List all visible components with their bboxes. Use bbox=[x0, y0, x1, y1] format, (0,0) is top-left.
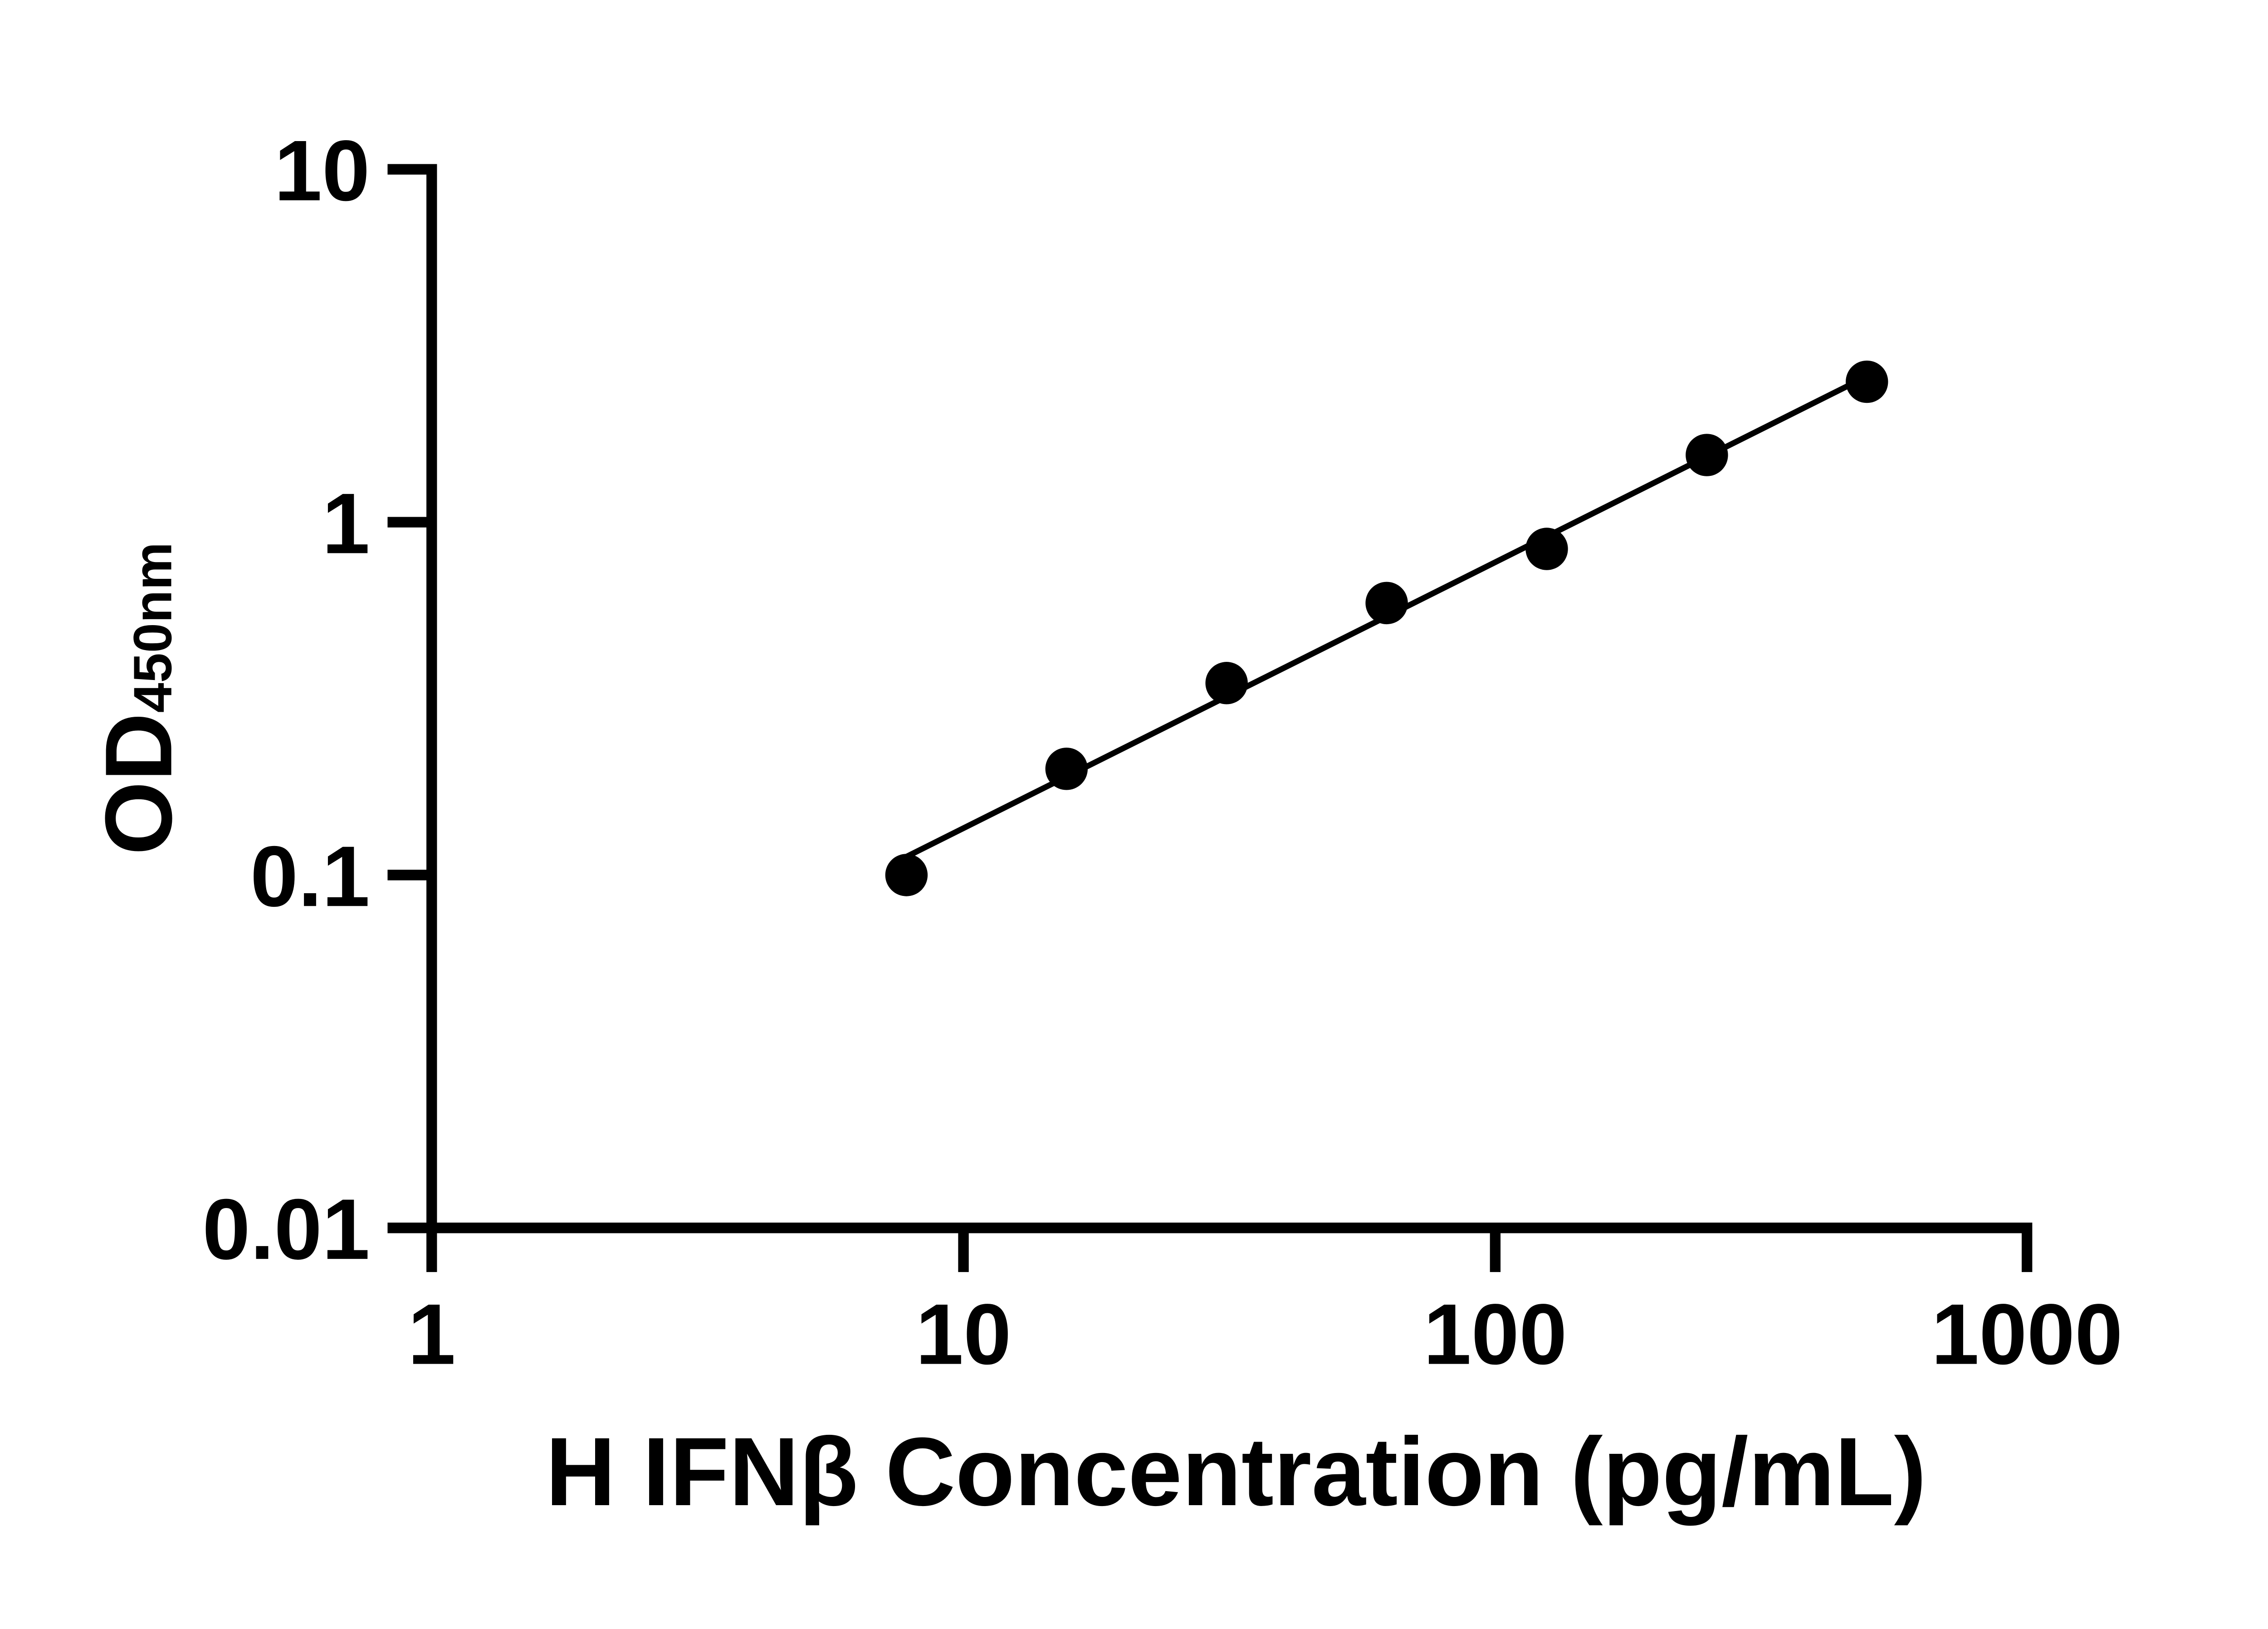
data-point bbox=[1365, 582, 1408, 625]
data-point bbox=[1045, 748, 1088, 790]
y-tick-label: 1 bbox=[322, 475, 370, 572]
chart-background bbox=[0, 22, 2268, 1607]
data-point bbox=[1205, 662, 1248, 704]
x-tick-label: 1 bbox=[408, 1287, 456, 1383]
x-axis-title: H IFNβ Concentration (pg/mL) bbox=[546, 1418, 1926, 1526]
y-axis-title-sub: 450nm bbox=[123, 542, 183, 713]
data-point bbox=[1525, 528, 1568, 570]
standard-curve-series bbox=[885, 360, 1888, 896]
data-point bbox=[1846, 360, 1888, 403]
data-point bbox=[1686, 434, 1728, 476]
y-axis-title: OD450nm bbox=[86, 542, 192, 855]
tick-labels: 10 1 0.1 0.01 1 10 100 1000 bbox=[202, 123, 2123, 1383]
x-tick-label: 100 bbox=[1423, 1287, 1567, 1383]
x-tick-label: 1000 bbox=[1931, 1287, 2123, 1383]
y-axis-title-main: OD bbox=[86, 713, 192, 855]
tick-marks bbox=[387, 517, 1501, 1272]
y-tick-label: 0.1 bbox=[250, 828, 370, 925]
y-tick-label: 0.01 bbox=[202, 1181, 370, 1277]
data-point bbox=[885, 854, 928, 896]
y-tick-label: 10 bbox=[274, 123, 370, 219]
x-tick-label: 10 bbox=[916, 1287, 1012, 1383]
